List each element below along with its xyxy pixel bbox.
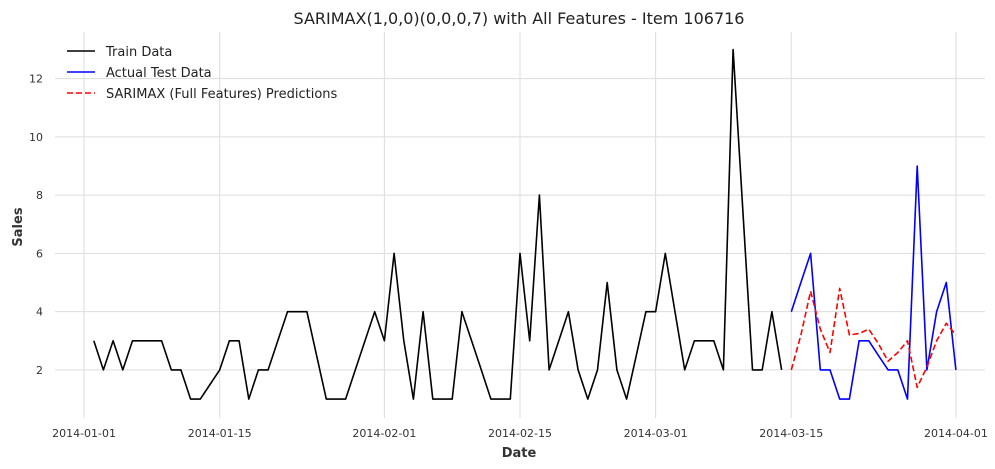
y-tick-label: 12	[29, 73, 43, 86]
x-tick-label: 2014-02-15	[488, 427, 552, 440]
legend-label-2: SARIMAX (Full Features) Predictions	[106, 87, 338, 102]
series-line-1	[790, 165, 957, 400]
legend-label-1: Actual Test Data	[106, 66, 212, 81]
x-axis-label: Date	[502, 446, 537, 461]
y-tick-label: 2	[36, 364, 43, 377]
y-tick-label: 10	[29, 131, 43, 144]
y-tick-label: 4	[36, 306, 43, 319]
y-tick-label: 6	[36, 247, 43, 260]
grid	[55, 32, 985, 418]
series-line-0	[93, 48, 783, 400]
series-line-2	[790, 287, 957, 389]
y-axis-label: Sales	[11, 207, 26, 246]
legend-label-0: Train Data	[105, 45, 172, 60]
x-tick-label: 2014-03-01	[624, 427, 688, 440]
x-tick-label: 2014-04-01	[924, 427, 988, 440]
legend: Train Data Actual Test Data SARIMAX (Full …	[67, 45, 338, 102]
x-tick-label: 2014-02-01	[352, 427, 416, 440]
x-axis: 2014-01-01 2014-01-15 2014-02-01 2014-02-15…	[52, 427, 988, 440]
x-tick-label: 2014-01-15	[188, 427, 252, 440]
x-tick-label: 2014-03-15	[759, 427, 823, 440]
y-tick-label: 8	[36, 189, 43, 202]
x-tick-label: 2014-01-01	[52, 427, 116, 440]
chart-title: SARIMAX(1,0,0)(0,0,0,7) with All Feature…	[294, 9, 745, 28]
series-layer	[93, 48, 957, 400]
y-axis: 2 4 6 8 10 12	[29, 73, 43, 377]
